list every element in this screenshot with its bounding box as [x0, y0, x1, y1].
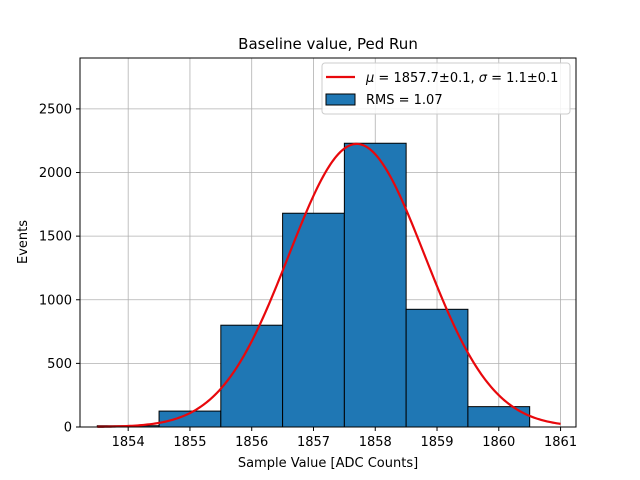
legend-sigma-text: = 1.1±0.1	[487, 71, 558, 86]
y-tick-label: 500	[47, 357, 72, 372]
histogram-bar	[468, 407, 530, 427]
legend-histogram-label: RMS = 1.07	[366, 93, 443, 108]
legend-histogram-swatch	[326, 94, 355, 105]
legend-mu-text: = 1857.7±0.1,	[374, 71, 478, 86]
legend-fit-label: μ = 1857.7±0.1, σ = 1.1±0.1	[365, 71, 558, 86]
x-tick-label: 1855	[173, 435, 206, 450]
histogram-bar	[344, 143, 406, 427]
y-tick-label: 2500	[39, 102, 72, 117]
y-axis-title: Events	[16, 220, 31, 264]
x-tick-label: 1857	[297, 435, 330, 450]
x-tick-label: 1854	[112, 435, 145, 450]
y-tick-label: 1000	[39, 293, 72, 308]
x-tick-label: 1856	[235, 435, 268, 450]
histogram-bar	[406, 309, 468, 427]
x-axis-title: Sample Value [ADC Counts]	[238, 456, 418, 471]
x-tick-label: 1859	[420, 435, 453, 450]
y-tick-label: 1500	[39, 230, 72, 245]
y-tick-label: 2000	[39, 166, 72, 181]
y-tick-label: 0	[64, 421, 72, 436]
legend: μ = 1857.7±0.1, σ = 1.1±0.1 RMS = 1.07	[322, 63, 570, 114]
x-tick-label: 1858	[359, 435, 392, 450]
x-tick-label: 1861	[544, 435, 577, 450]
chart-title: Baseline value, Ped Run	[238, 35, 418, 53]
legend-mu-symbol: μ	[365, 71, 374, 86]
x-tick-label: 1860	[482, 435, 515, 450]
